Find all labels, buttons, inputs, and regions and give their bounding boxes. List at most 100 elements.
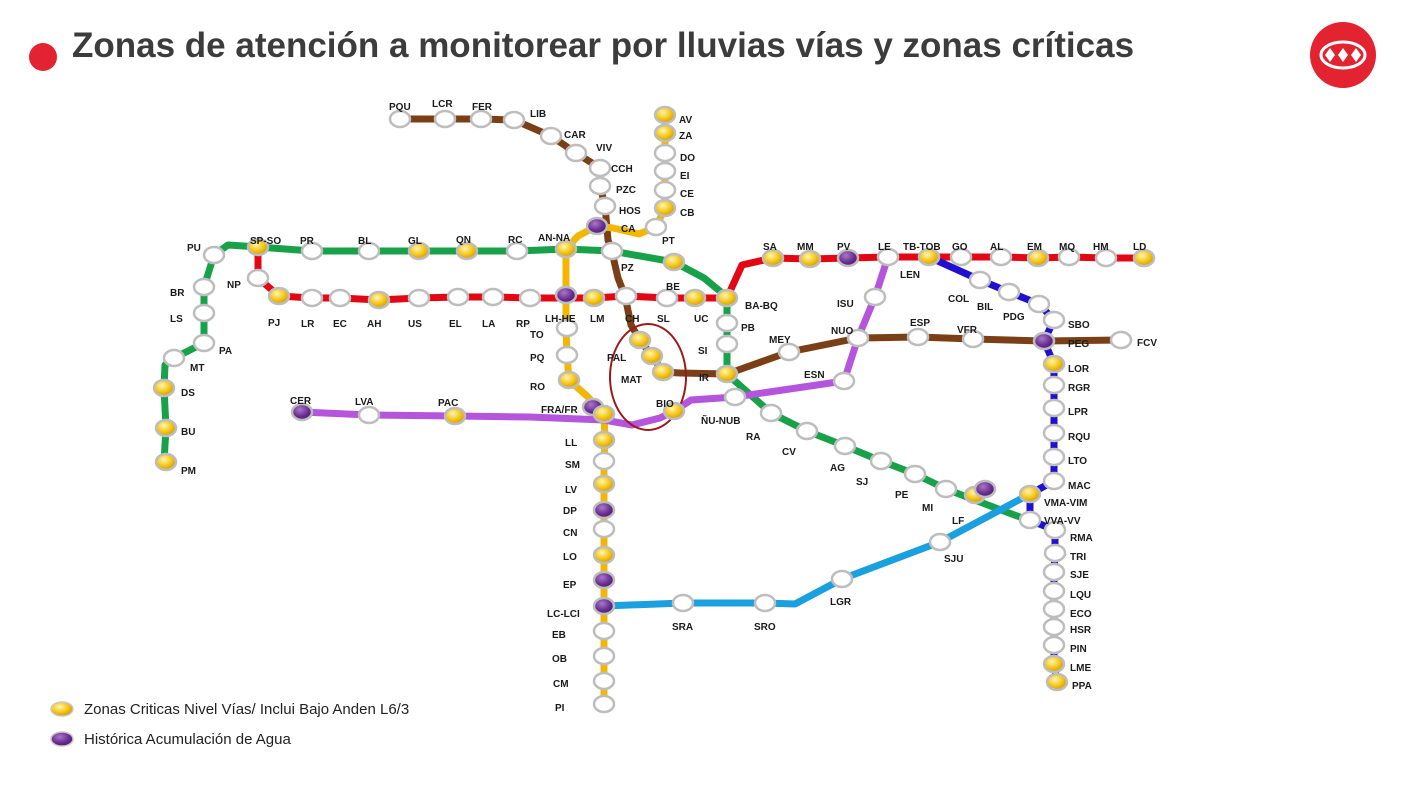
station-label: LOR (1068, 364, 1090, 375)
labels-layer: PQU LCR FER LIB CAR VIV CCH PZC HOS CA PT AV ZA DO EI C… (170, 99, 1157, 714)
station-label: LC-LCI (547, 609, 580, 620)
station-an-na (554, 239, 578, 259)
station-lv (592, 474, 616, 494)
station-label: LE (878, 242, 891, 253)
station-label: LQU (1070, 590, 1091, 601)
station-label: SI (698, 346, 708, 357)
page-title: Zonas de atención a monitorear por lluvi… (72, 26, 1135, 65)
station-label: LTO (1068, 456, 1087, 467)
station-label: AV (679, 115, 692, 126)
station-lva (357, 405, 381, 425)
station-label: DP (563, 506, 577, 517)
station-ppa (1045, 672, 1069, 692)
station-lqu (1042, 581, 1066, 601)
station-rp (518, 288, 542, 308)
station-label: ESN (804, 370, 825, 381)
station-bio (662, 401, 686, 421)
station-label: MAT (621, 375, 642, 386)
station-label: IR (699, 373, 710, 384)
station-label: PPA (1072, 681, 1092, 692)
station-av (653, 105, 677, 125)
station-label: UC (694, 314, 708, 325)
station-label: LME (1070, 663, 1091, 674)
station-label: LIB (530, 109, 546, 120)
station-label: PT (662, 236, 675, 247)
station-label: PQU (389, 102, 411, 113)
station-sra (671, 593, 695, 613)
station-label: SA (763, 242, 777, 253)
station-pz (600, 241, 624, 261)
station-ir (715, 364, 739, 384)
station-ob (592, 646, 616, 666)
station-hos (593, 196, 617, 216)
station-mac (1042, 471, 1066, 491)
station-pac (443, 406, 467, 426)
station-label: FER (472, 102, 493, 113)
station-label: HSR (1070, 625, 1092, 636)
station-label: ECO (1070, 609, 1092, 620)
station-rqu (1042, 423, 1066, 443)
station-label: PV (837, 242, 851, 253)
station-ro (557, 370, 581, 390)
station-label: LCR (432, 99, 453, 110)
station-label: LGR (830, 597, 852, 608)
station-lf-2 (973, 479, 997, 499)
station-label: SRA (672, 622, 693, 633)
station-ba-bq (715, 288, 739, 308)
station-esp (906, 327, 930, 347)
station-label: VVA-VV (1044, 516, 1081, 527)
station-label: TO (530, 330, 544, 341)
station-pdg (1027, 294, 1051, 314)
station-label: MM (797, 242, 814, 253)
station-vva-vv (1018, 510, 1042, 530)
station-ch (614, 286, 638, 306)
station-pal (628, 330, 652, 350)
station-mt (162, 348, 186, 368)
metro-line-l4a (600, 490, 1034, 610)
station-pe (903, 464, 927, 484)
station-tb-tob (917, 247, 941, 267)
station-lo (592, 545, 616, 565)
station-label: LR (301, 319, 315, 330)
station-pq (555, 345, 579, 365)
station-sl (655, 288, 679, 308)
station-label: VIV (596, 143, 612, 154)
station-label: VFR (957, 325, 978, 336)
station-label: AL (990, 242, 1003, 253)
station-pt (644, 217, 668, 237)
station-label: LVA (355, 397, 374, 408)
station-label: PM (181, 466, 196, 477)
station-label: HM (1093, 242, 1109, 253)
station-lgr (830, 569, 854, 589)
station-label: SBO (1068, 320, 1090, 331)
station-label: RGR (1068, 383, 1091, 394)
metro-line-l1 (254, 243, 1148, 304)
station-label: SJE (1070, 570, 1089, 581)
station-bil (997, 282, 1021, 302)
station-label: PAL (607, 353, 626, 364)
station-label: PI (555, 703, 565, 714)
station-to (555, 318, 579, 338)
station-label: HOS (619, 206, 641, 217)
station-ra (759, 403, 783, 423)
station-pa (192, 333, 216, 353)
station-label: TB-TOB (903, 242, 941, 253)
station-la (481, 287, 505, 307)
station-ca (585, 216, 609, 236)
station-pqu (388, 109, 412, 129)
station-label: PDG (1003, 312, 1025, 323)
station-label: DO (680, 153, 695, 164)
station-label: RO (530, 382, 545, 393)
metro-logo-icon (1310, 22, 1376, 88)
station-lor (1042, 354, 1066, 374)
station-pzc (588, 176, 612, 196)
station-label: NP (227, 280, 241, 291)
station-nuo (846, 328, 870, 348)
station-rma (1043, 520, 1067, 540)
station-label: SJ (856, 477, 868, 488)
station-ep (592, 570, 616, 590)
station-lr (300, 288, 324, 308)
legend-label: Zonas Criticas Nivel Vías/ Inclui Bajo A… (84, 700, 410, 718)
station-sju (928, 532, 952, 552)
